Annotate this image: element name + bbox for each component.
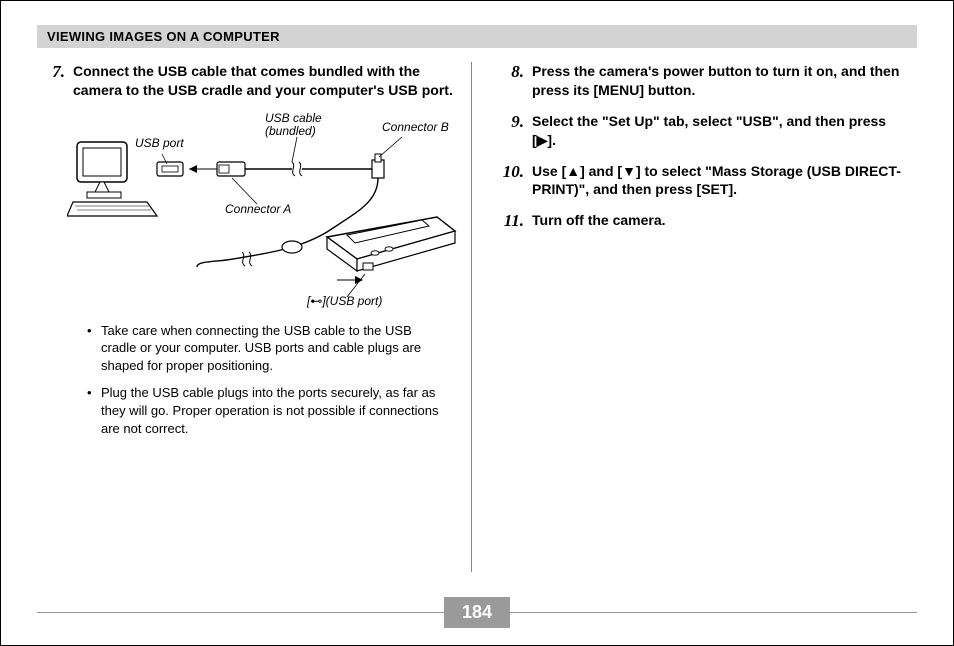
- step-number: 7.: [37, 62, 65, 82]
- step-number: 8.: [496, 62, 524, 82]
- page-number: 184: [444, 597, 510, 628]
- step-text: Turn off the camera.: [532, 211, 666, 230]
- label-connector-b: Connector B: [382, 120, 449, 134]
- list-item: • Take care when connecting the USB cabl…: [87, 322, 447, 375]
- step-text: Use [▲] and [▼] to select "Mass Storage …: [532, 162, 907, 200]
- page: VIEWING IMAGES ON A COMPUTER 7. Connect …: [0, 0, 954, 646]
- label-connector-a: Connector A: [225, 202, 291, 216]
- content-columns: 7. Connect the USB cable that comes bund…: [37, 62, 917, 572]
- bullet-text: Plug the USB cable plugs into the ports …: [101, 384, 447, 437]
- label-usb-cable: USB cable(bundled): [265, 112, 322, 138]
- page-footer: 184: [37, 597, 917, 629]
- connection-diagram: USB port USB cable(bundled) Connector B …: [67, 112, 467, 312]
- bullet-text: Take care when connecting the USB cable …: [101, 322, 447, 375]
- list-item: • Plug the USB cable plugs into the port…: [87, 384, 447, 437]
- step-10: 10. Use [▲] and [▼] to select "Mass Stor…: [496, 162, 907, 200]
- label-cradle-port: [⊷](USB port): [307, 294, 382, 308]
- step-8: 8. Press the camera's power button to tu…: [496, 62, 907, 100]
- label-usb-port: USB port: [135, 136, 184, 150]
- step-text: Connect the USB cable that comes bundled…: [73, 62, 453, 100]
- label-text: USB cable(bundled): [265, 111, 322, 138]
- step-number: 11.: [496, 211, 524, 231]
- step-text: Select the "Set Up" tab, select "USB", a…: [532, 112, 907, 150]
- right-column: 8. Press the camera's power button to tu…: [472, 62, 907, 572]
- bullet-icon: •: [87, 322, 101, 375]
- step-11: 11. Turn off the camera.: [496, 211, 907, 231]
- step-9: 9. Select the "Set Up" tab, select "USB"…: [496, 112, 907, 150]
- bullet-icon: •: [87, 384, 101, 437]
- usb-symbol-icon: ⊷: [310, 294, 322, 308]
- step-7: 7. Connect the USB cable that comes bund…: [37, 62, 453, 100]
- label-suffix: ](USB port): [322, 294, 382, 308]
- section-header: VIEWING IMAGES ON A COMPUTER: [37, 25, 917, 48]
- left-column: 7. Connect the USB cable that comes bund…: [37, 62, 472, 572]
- bullet-list: • Take care when connecting the USB cabl…: [87, 322, 447, 437]
- step-text: Press the camera's power button to turn …: [532, 62, 907, 100]
- step-number: 10.: [496, 162, 524, 182]
- step-number: 9.: [496, 112, 524, 132]
